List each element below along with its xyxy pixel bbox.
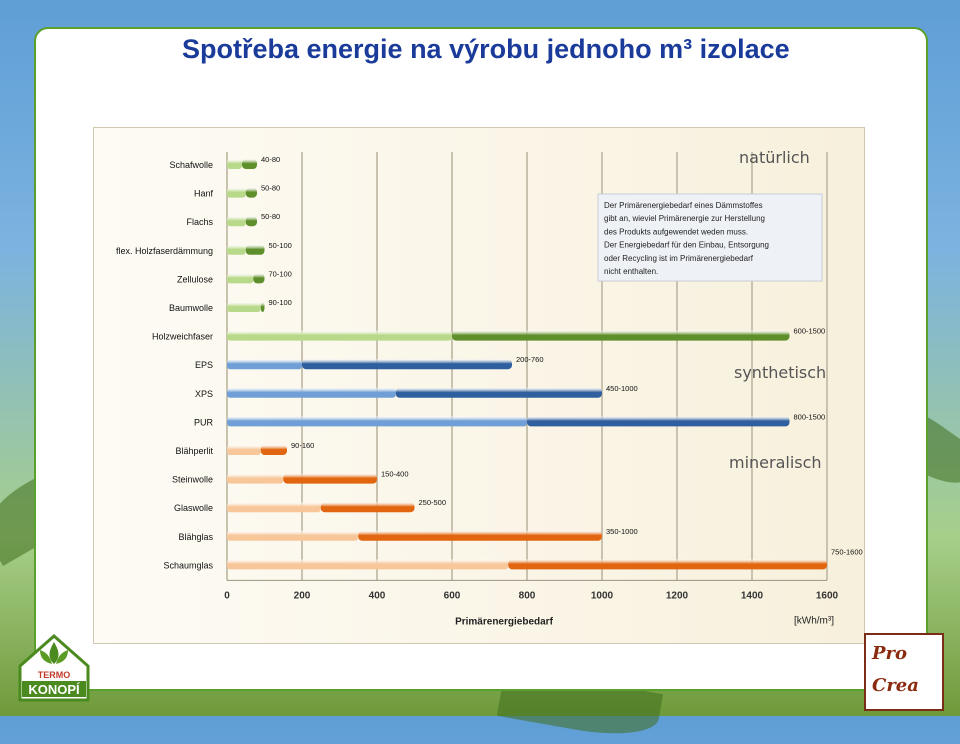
bar-range-high [260,302,265,312]
bar-range-high [253,273,265,284]
bar-value-label: 50-80 [261,184,280,193]
bar-value-label: 450-1000 [606,384,638,393]
x-tick-label: 1200 [666,590,689,601]
bar-range-high [260,445,287,455]
bar-range-high [302,359,512,370]
x-tick-label: 1400 [741,590,764,601]
bar-value-label: 90-100 [269,298,292,307]
note-text: gibt an, wieviel Primärenergie zur Herst… [604,214,765,223]
category-label: Steinwolle [172,475,213,485]
note-text: Der Energiebedarf für den Einbau, Entsor… [604,241,769,250]
x-tick-label: 400 [369,590,386,601]
bar-range-high [452,330,790,341]
category-label: Hanf [194,189,214,199]
energy-chart: 0 200 400 600 800 1000 1200 1400 1600 Schafwolle 4… [116,148,863,627]
category-label: Holzweichfaser [152,332,213,342]
bar-value-label: 600-1500 [794,327,826,336]
bar-range-low [227,445,261,455]
bar-range-low [227,216,246,227]
page-title: Spotřeba energie na výrobu jednoho m³ iz… [182,34,790,64]
pro-crea-logo: Pro Crea [864,633,944,711]
group-label: mineralisch [729,453,822,472]
x-axis-title: Primärenergiebedarf [455,616,553,627]
bar-value-label: 50-80 [261,212,280,221]
logo-left-top-text: TERMO [38,670,71,680]
category-label: Glaswolle [174,503,213,513]
x-axis-unit: [kWh/m³] [794,615,834,626]
note-text: Der Primärenergiebedarf eines Dämmstoffe… [604,201,763,210]
category-label: flex. Holzfaserdämmung [116,246,213,256]
bar-range-high [245,187,257,198]
bar-value-label: 800-1500 [794,412,826,421]
bar-value-label: 150-400 [381,470,409,479]
bar-value-label: 200-760 [516,355,544,364]
bar-range-low [227,273,254,284]
bar-range-high [242,159,257,169]
bar-value-label: 90-160 [291,441,314,450]
bar-range-low [227,159,242,169]
x-tick-label: 1600 [816,590,839,601]
x-tick-label: 200 [294,590,311,601]
bar-value-label: 350-1000 [606,527,638,536]
note-text: oder Recycling ist im Primärenergiebedar… [604,254,754,263]
bar-range-low [227,302,261,312]
bar-range-low [227,473,284,484]
category-label: EPS [195,360,213,370]
bar-value-label: 50-100 [269,241,292,250]
category-label: Zellulose [177,274,213,284]
bar-range-low [227,502,321,513]
note-text: des Produkts aufgewendet weden muss. [604,227,748,236]
category-label: Schaumglas [163,560,213,570]
note-box [597,193,823,282]
bar-range-high [527,416,790,427]
bar-range-high [395,387,602,398]
slide-panel: 0 200 400 600 800 1000 1200 1400 1600 Schafwolle 4… [34,27,928,691]
bar-range-high [283,473,377,484]
note-text: nicht enthalten. [604,267,658,276]
bar-range-high [245,244,265,255]
bar-range-low [227,359,302,370]
bar-value-label: 70-100 [269,269,292,278]
group-label: natürlich [739,148,810,167]
logo-right-top-text: Pro [872,643,908,664]
category-label: Flachs [186,217,213,227]
bar-range-low [227,387,396,398]
bar-range-low [227,330,452,341]
bar-range-high [320,502,415,513]
bar-range-high [508,559,827,570]
bar-range-low [227,559,509,570]
bar-range-low [227,530,359,541]
x-tick-label: 600 [444,590,461,601]
category-label: PUR [194,417,214,427]
bar-range-low [227,416,527,427]
category-label: Blähglas [178,532,213,542]
group-label: synthetisch [734,363,826,382]
bar-value-label: 40-80 [261,155,280,164]
logo-left-bottom-text: KONOPÍ [28,682,80,697]
category-label: Schafwolle [169,160,213,170]
logo-right-bottom-text: Crea [872,675,919,696]
x-tick-label: 1000 [591,590,614,601]
x-tick-label: 800 [519,590,536,601]
chart-panel: 0 200 400 600 800 1000 1200 1400 1600 Schafwolle 4… [93,127,865,644]
category-label: Blähperlit [175,446,213,456]
bar-range-high [245,216,257,227]
bar-value-label: 250-500 [419,498,447,507]
bar-range-low [227,187,246,198]
termo-konopi-logo: TERMO KONOPÍ [14,628,94,703]
category-label: XPS [195,389,213,399]
bar-range-low [227,244,246,255]
bar-value-label: 750-1600 [831,547,863,556]
x-tick-label: 0 [224,590,230,601]
bar-range-high [358,530,602,541]
category-label: Baumwolle [169,303,213,313]
